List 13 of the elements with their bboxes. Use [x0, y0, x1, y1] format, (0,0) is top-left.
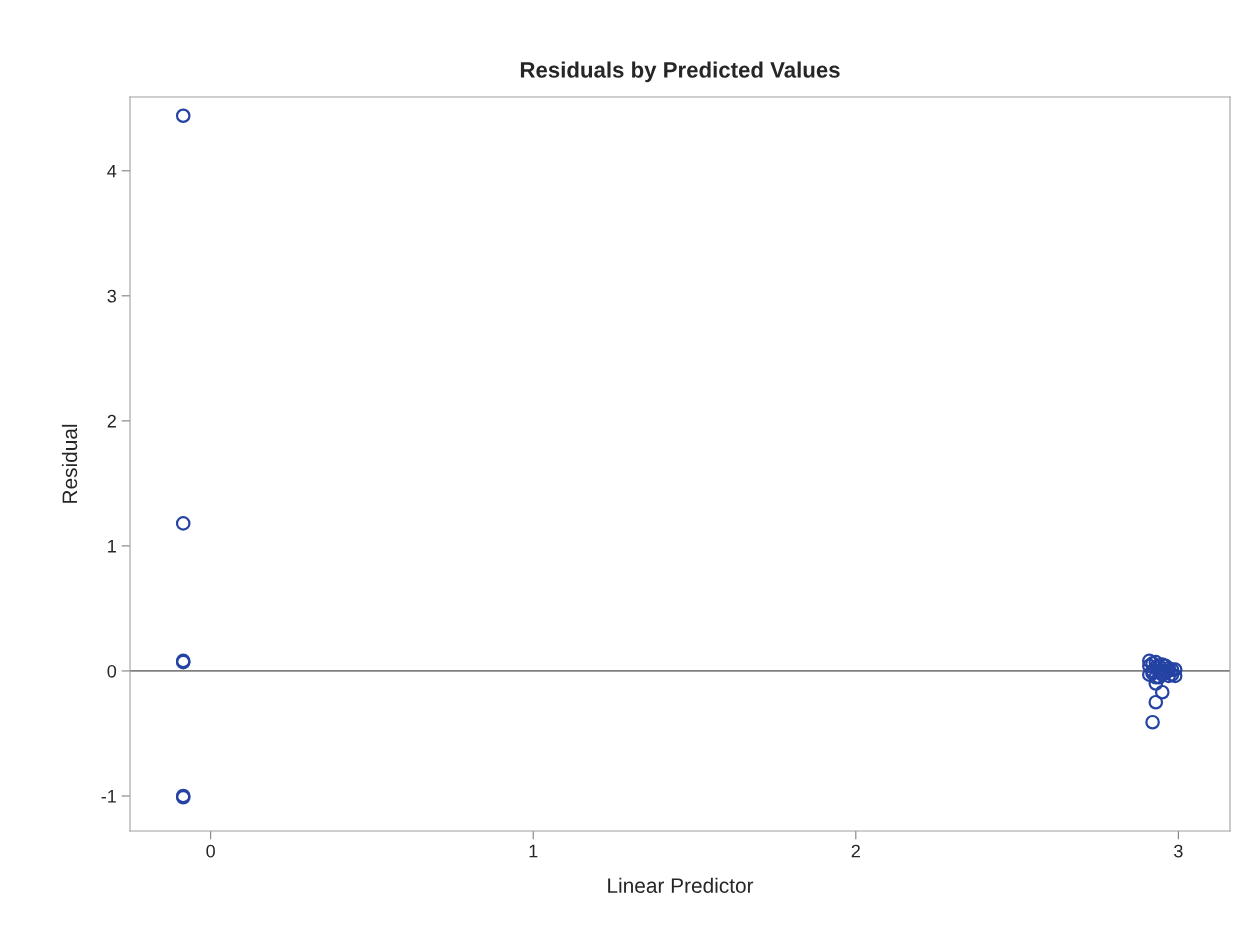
y-axis-title: Residual: [61, 424, 78, 503]
chart-title: Residuals by Predicted Values: [520, 61, 840, 83]
x-tick-label: 2: [851, 844, 860, 858]
y-tick-label: 3: [107, 289, 117, 303]
y-tick-label: -1: [101, 790, 116, 803]
x-tick-label: 1: [529, 844, 538, 858]
y-tick-label: 4: [107, 164, 117, 178]
y-tick-label: 2: [107, 414, 116, 428]
x-tick-label: 3: [1174, 844, 1183, 858]
y-tick-label: 1: [108, 540, 116, 553]
y-tick-label: 0: [107, 664, 117, 678]
x-axis-title: Linear Predictor: [608, 877, 754, 893]
x-tick-label: 0: [206, 844, 215, 858]
